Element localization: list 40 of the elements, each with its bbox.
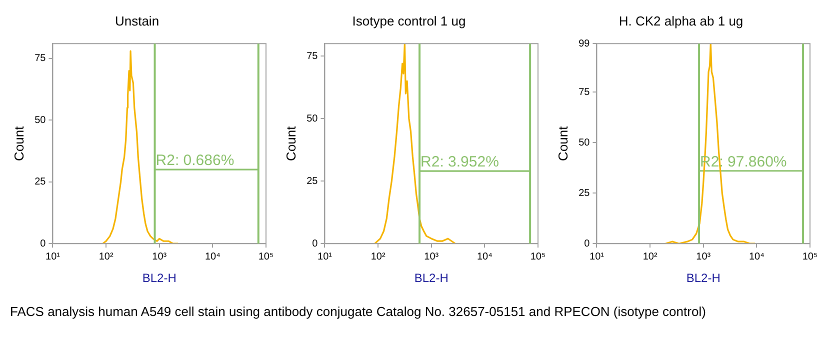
chart-title: Isotype control 1 ug	[352, 13, 466, 28]
y-tick-label: 50	[578, 137, 590, 148]
y-tick-label: 25	[306, 176, 318, 187]
x-tick-label: 10¹	[45, 251, 61, 262]
chart-title: H. CK2 alpha ab 1 ug	[618, 13, 744, 28]
x-tick-label: 10⁵	[802, 251, 818, 262]
y-axis-title: Count	[555, 126, 570, 161]
x-tick-label: 10³	[424, 251, 440, 262]
y-tick-label: 50	[306, 113, 318, 124]
annotation: R2: 3.952%	[420, 154, 499, 171]
y-tick-label: 75	[578, 86, 590, 98]
y-tick-label: 99	[578, 38, 590, 50]
y-tick-label: 75	[34, 53, 46, 64]
y-tick-label: 75	[306, 50, 318, 62]
y-tick-label: 50	[34, 114, 46, 126]
x-tick-label: 10⁴	[748, 251, 764, 262]
y-axis-title: Count	[11, 126, 26, 161]
x-axis-title: BL2-H	[142, 271, 176, 286]
y-tick-label: 25	[578, 188, 590, 199]
y-tick-label: 0	[584, 238, 590, 250]
x-axis-title: BL2-H	[686, 271, 720, 286]
x-tick-label: 10²	[642, 251, 658, 262]
y-tick-label: 0	[312, 238, 318, 250]
x-tick-label: 10³	[696, 251, 712, 262]
x-tick-label: 10⁴	[476, 251, 492, 262]
chart-title: Unstain	[114, 13, 160, 28]
x-tick-label: 10³	[152, 251, 168, 262]
x-tick-label: 10¹	[589, 251, 605, 262]
y-axis-title: Count	[283, 126, 298, 161]
x-tick-label: 10⁴	[204, 251, 220, 262]
x-tick-label: 10²	[98, 251, 114, 262]
annotation: R2: 0.686%	[156, 152, 234, 170]
y-tick-label: 0	[40, 238, 46, 250]
y-tick-label: 25	[34, 176, 46, 188]
x-axis-title: BL2-H	[414, 271, 448, 286]
x-tick-label: 10¹	[317, 251, 333, 262]
x-tick-label: 10⁵	[258, 251, 274, 262]
text: FACS analysis human A549 cell stain using antibody conjugate Catalog No. 32657-05151 and RPECON (isotype control)	[10, 304, 707, 319]
x-tick-label: 10⁵	[530, 251, 546, 262]
x-tick-label: 10²	[370, 251, 386, 262]
